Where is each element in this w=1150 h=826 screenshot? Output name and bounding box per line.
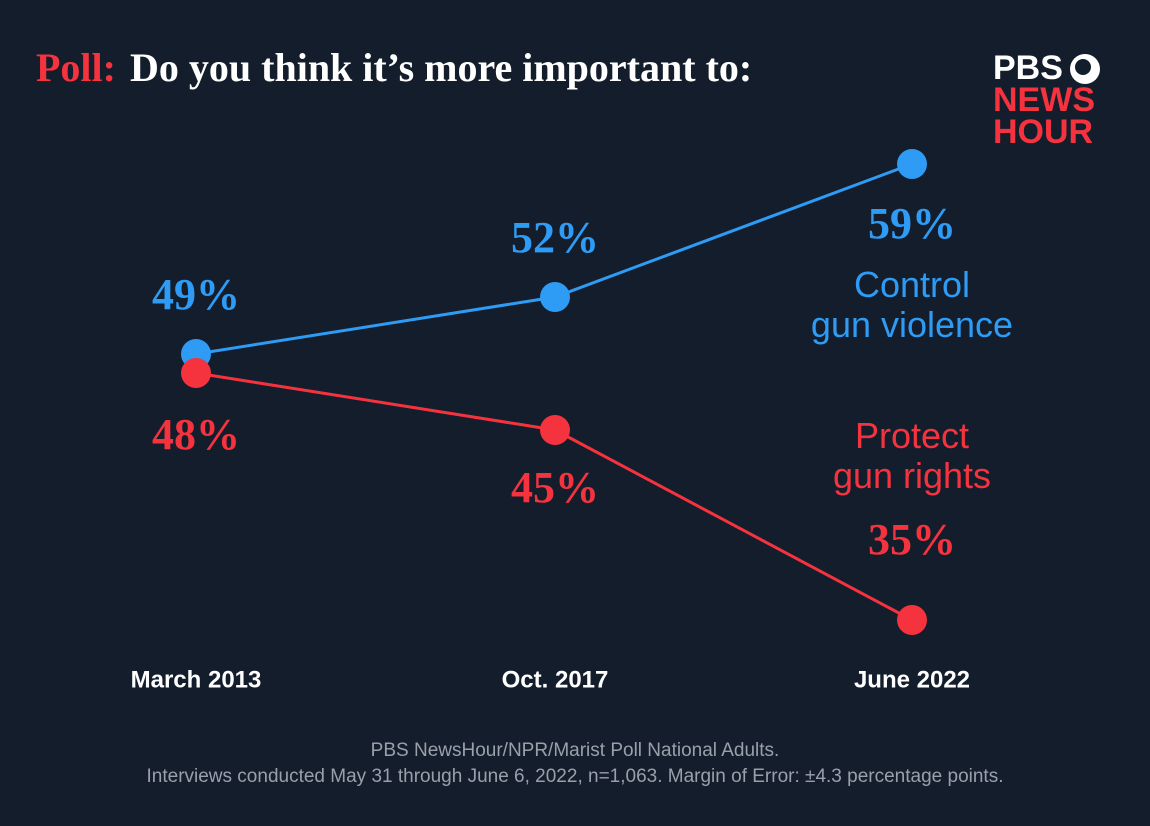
value-label: 59% [868, 199, 956, 248]
data-point [540, 415, 570, 445]
series-label: Protect gun rights [833, 415, 991, 496]
title-label: Poll: [36, 45, 116, 90]
logo-text: HOUR [993, 113, 1093, 151]
data-point [181, 358, 211, 388]
series-label: Control gun violence [811, 264, 1013, 345]
logo-text: PBS [993, 49, 1063, 87]
logo: PBS NEWS HOUR [993, 49, 1100, 151]
value-label: 35% [868, 515, 956, 564]
logo-icon [1075, 59, 1091, 75]
chart-title: Do you think it’s more important to: [130, 45, 752, 90]
x-tick-label: March 2013 [131, 666, 262, 693]
data-point [897, 149, 927, 179]
value-label: 49% [152, 270, 240, 319]
source: Interviews conducted May 31 through June… [147, 766, 1004, 787]
x-tick-label: June 2022 [854, 666, 970, 693]
value-label: 45% [511, 463, 599, 512]
data-point [897, 605, 927, 635]
value-label: 48% [152, 410, 240, 459]
data-point [540, 282, 570, 312]
value-label: 52% [511, 213, 599, 262]
logo-text: NEWS [993, 81, 1095, 119]
x-tick-label: Oct. 2017 [502, 666, 609, 693]
source: PBS NewsHour/NPR/Marist Poll National Ad… [371, 740, 780, 761]
